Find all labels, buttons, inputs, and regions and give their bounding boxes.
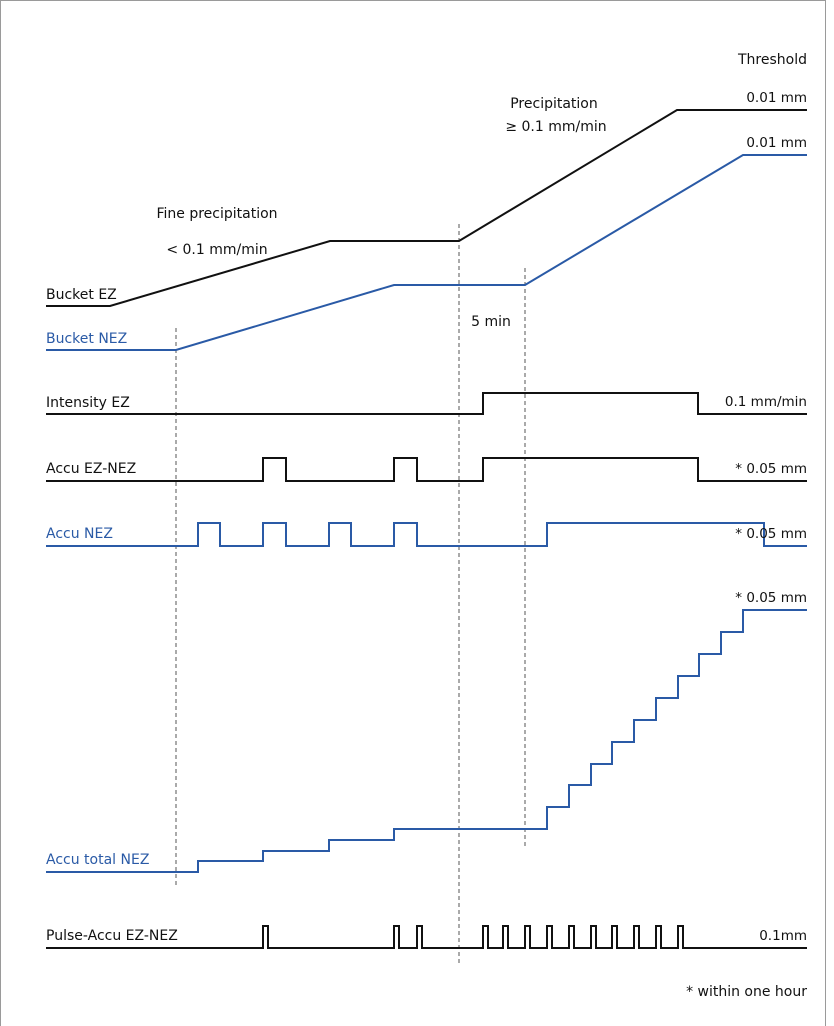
threshold-pulse-accu: 0.1mm bbox=[759, 928, 807, 944]
precip-high-rate: ≥ 0.1 mm/min bbox=[505, 119, 606, 135]
signal-label-accu-nez: Accu NEZ bbox=[46, 526, 113, 542]
fine-precip-label: Fine precipitation bbox=[156, 206, 277, 222]
waveform-pulse-accu bbox=[46, 925, 807, 949]
signal-label-accu-total-nez: Accu total NEZ bbox=[46, 852, 149, 868]
waveform-accu-total-nez-steps bbox=[46, 609, 807, 873]
waveform-bucket-ez bbox=[46, 109, 807, 307]
signal-label-bucket-ez: Bucket EZ bbox=[46, 287, 117, 303]
fine-precip-rate: < 0.1 mm/min bbox=[166, 242, 267, 258]
signal-label-intensity-ez: Intensity EZ bbox=[46, 395, 130, 411]
threshold-intensity-ez: 0.1 mm/min bbox=[725, 394, 807, 410]
threshold-accu-ez-nez: * 0.05 mm bbox=[735, 461, 807, 477]
threshold-accu-nez: * 0.05 mm bbox=[735, 526, 807, 542]
signal-label-pulse-accu: Pulse-Accu EZ-NEZ bbox=[46, 928, 178, 944]
waveform-accu-nez bbox=[46, 522, 807, 547]
waveform-bucket-nez bbox=[46, 154, 807, 351]
precip-high-label: Precipitation bbox=[510, 96, 598, 112]
signal-label-bucket-nez: Bucket NEZ bbox=[46, 331, 127, 347]
threshold-bucket-nez: 0.01 mm bbox=[746, 135, 807, 151]
footnote: * within one hour bbox=[686, 984, 807, 1000]
waveform-intensity-ez bbox=[46, 392, 807, 415]
five-min-label: 5 min bbox=[471, 314, 511, 330]
waveform-accu-ez-nez bbox=[46, 457, 807, 482]
threshold-bucket-ez: 0.01 mm bbox=[746, 90, 807, 106]
threshold-header: Threshold bbox=[737, 52, 807, 68]
threshold-accu-total-nez: * 0.05 mm bbox=[735, 590, 807, 606]
signal-label-accu-ez-nez: Accu EZ-NEZ bbox=[46, 461, 136, 477]
